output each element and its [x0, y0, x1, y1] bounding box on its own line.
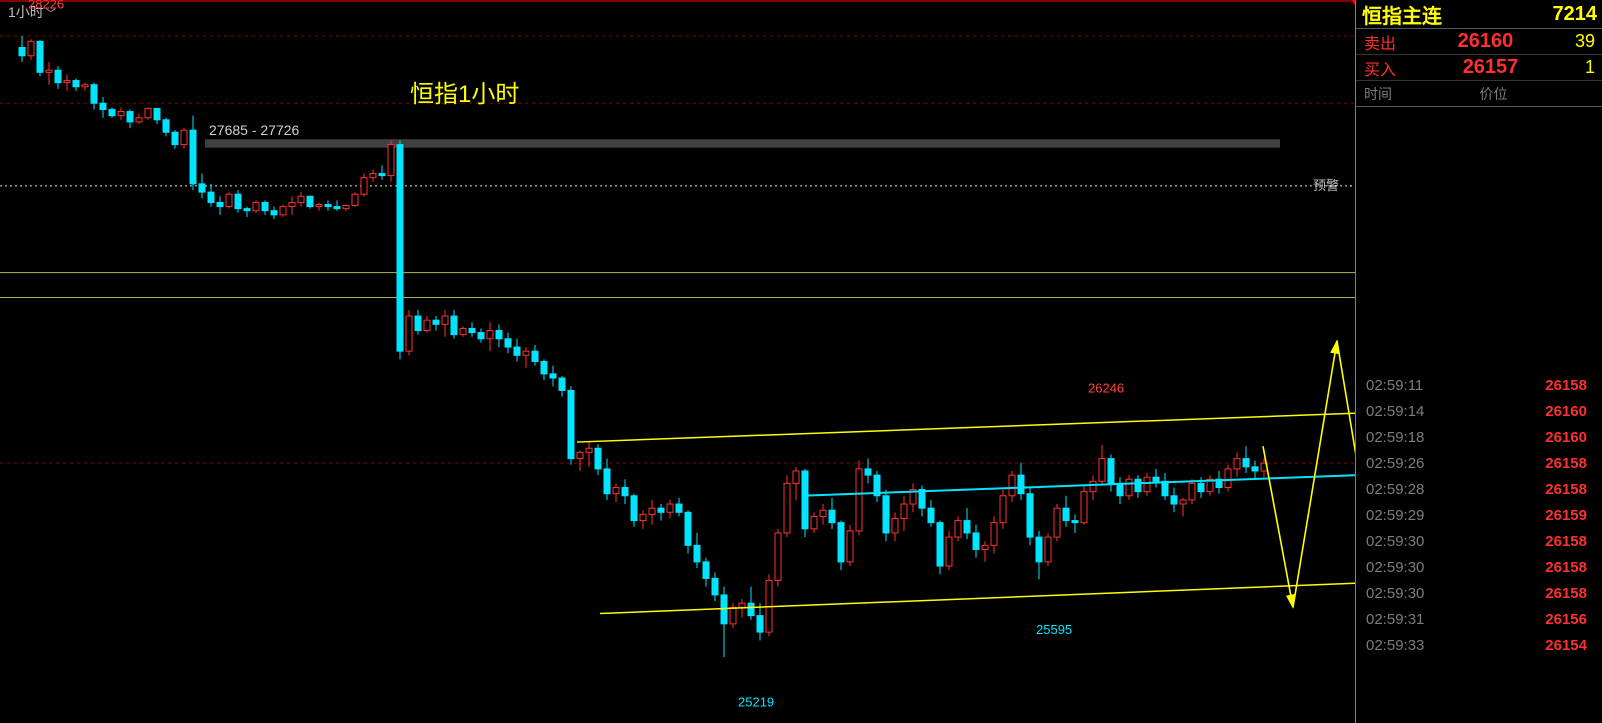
svg-text:25219: 25219 — [738, 694, 774, 709]
root: 1小时﹀ 预警27685 - 2772628226262462559525219… — [0, 0, 1602, 723]
instrument-header: 恒指主连 7214 — [1356, 0, 1602, 29]
tick-row: 02:59:30 26158 — [1356, 580, 1602, 606]
tick-row: 02:59:11 26158 — [1356, 372, 1602, 398]
buy-price: 26157 — [1463, 56, 1519, 79]
sell-qty: 39 — [1575, 31, 1595, 52]
tick-row: 02:59:33 26154 — [1356, 632, 1602, 658]
tick-price: 26160 — [1545, 403, 1587, 420]
tick-time: 02:59:31 — [1366, 611, 1424, 628]
tick-price: 26158 — [1545, 559, 1587, 576]
buy-qty: 1 — [1585, 57, 1595, 78]
ticks-spacer — [1356, 107, 1602, 372]
hdr-price: 价位 — [1480, 84, 1508, 104]
tick-time: 02:59:18 — [1366, 429, 1424, 446]
instrument-name: 恒指主连 — [1362, 0, 1442, 29]
sell-price: 26160 — [1458, 30, 1514, 53]
tick-price: 26154 — [1545, 637, 1587, 654]
svg-text:28226: 28226 — [28, 0, 64, 11]
sell-row[interactable]: 卖出 26160 39 — [1356, 29, 1602, 55]
svg-text:27685 - 27726: 27685 - 27726 — [209, 122, 300, 138]
sell-label: 卖出 — [1364, 30, 1396, 54]
tick-row: 02:59:31 26156 — [1356, 606, 1602, 632]
tick-price: 26158 — [1545, 533, 1587, 550]
svg-text:26246: 26246 — [1088, 380, 1124, 395]
tick-row: 02:59:26 26158 — [1356, 450, 1602, 476]
ticks-list: 02:59:112615802:59:142616002:59:18261600… — [1356, 372, 1602, 658]
tick-row: 02:59:18 26160 — [1356, 424, 1602, 450]
instrument-code: 7214 — [1553, 3, 1598, 26]
tick-row: 02:59:29 26159 — [1356, 502, 1602, 528]
tick-price: 26160 — [1545, 429, 1587, 446]
hdr-time: 时间 — [1364, 84, 1392, 104]
tick-price: 26158 — [1545, 455, 1587, 472]
svg-text:25595: 25595 — [1036, 622, 1072, 637]
tick-row: 02:59:30 26158 — [1356, 528, 1602, 554]
side-panel: 恒指主连 7214 卖出 26160 39 买入 26157 1 时间 价位 0… — [1355, 0, 1602, 723]
tick-price: 26159 — [1545, 507, 1587, 524]
tick-time: 02:59:30 — [1366, 533, 1424, 550]
tick-time: 02:59:14 — [1366, 403, 1424, 420]
chart-area[interactable]: 1小时﹀ 预警27685 - 2772628226262462559525219… — [0, 0, 1355, 723]
tick-time: 02:59:29 — [1366, 507, 1424, 524]
tick-price: 26158 — [1545, 585, 1587, 602]
svg-text:预警: 预警 — [1313, 178, 1339, 193]
tick-price: 26158 — [1545, 481, 1587, 498]
tick-time: 02:59:33 — [1366, 637, 1424, 654]
ticks-header: 时间 价位 — [1356, 81, 1602, 107]
tick-time: 02:59:11 — [1366, 377, 1423, 394]
buy-row[interactable]: 买入 26157 1 — [1356, 55, 1602, 81]
svg-text:恒指1小时: 恒指1小时 — [410, 81, 519, 108]
tick-time: 02:59:28 — [1366, 481, 1424, 498]
tick-row: 02:59:14 26160 — [1356, 398, 1602, 424]
tick-time: 02:59:30 — [1366, 559, 1424, 576]
tick-time: 02:59:30 — [1366, 585, 1424, 602]
tick-price: 26158 — [1545, 377, 1587, 394]
tick-row: 02:59:30 26158 — [1356, 554, 1602, 580]
tick-price: 26156 — [1545, 611, 1587, 628]
tick-time: 02:59:26 — [1366, 455, 1424, 472]
tick-row: 02:59:28 26158 — [1356, 476, 1602, 502]
buy-label: 买入 — [1364, 56, 1396, 80]
